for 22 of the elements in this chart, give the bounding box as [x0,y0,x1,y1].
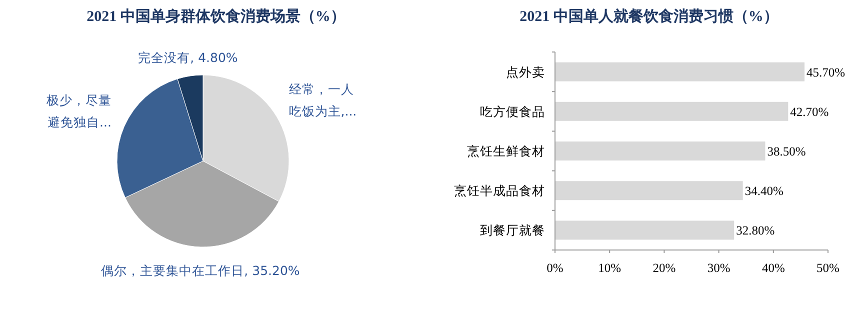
slice-label: 极少，尽量避免独自... [45,92,112,130]
data-label: 45.70% [806,65,846,80]
x-tick-label: 40% [762,261,785,275]
slice-label: 完全没有, 4.80% [138,50,238,66]
x-tick-label: 0% [546,261,564,275]
data-label: 38.50% [767,144,806,158]
y-tick-label: 到餐厅就餐 [480,222,545,238]
chart-title: 2021 中国单身群体饮食消费场景（%） [86,8,346,25]
slice-label: 偶尔，主要集中在工作日, 35.20% [101,262,300,278]
data-label: 42.70% [790,104,829,119]
y-tick-label: 烹饪生鲜食材 [467,144,545,158]
y-tick-label: 吃方便食品 [480,104,545,119]
x-tick-label: 30% [707,261,730,275]
y-tick-label: 烹饪半成品食材 [454,183,545,198]
x-tick-label: 20% [652,261,676,275]
data-label: 34.40% [744,184,784,198]
y-tick-label: 点外卖 [506,64,545,80]
x-tick-label: 10% [598,261,622,275]
chart-title: 2021 中国单人就餐饮食消费习惯（%） [520,8,778,25]
x-tick-label: 50% [816,261,840,275]
data-label: 32.80% [736,224,775,238]
slice-label: 经常，一人吃饭为主,... [288,82,357,119]
